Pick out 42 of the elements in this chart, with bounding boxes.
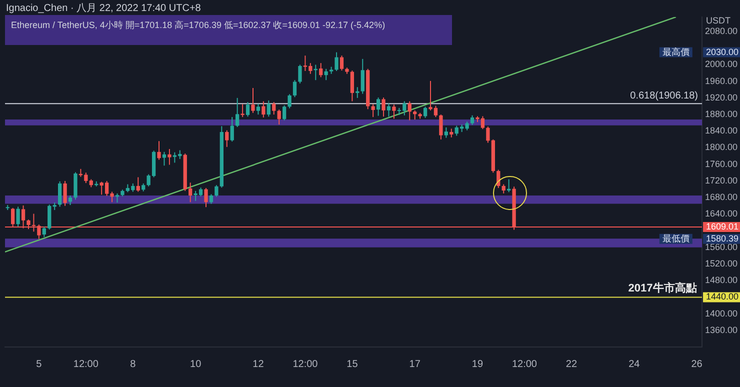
text: 2030.00 [706,46,739,57]
chart-subtitle: Ethereum / TetherUS, 4小時 開=1701.18 高=1706.39 低=1602.37 收=1609.01 -92.17 (-5.42%) [11,20,386,30]
candlestick [240,104,244,118]
y-tick-label: 1680.00 [705,192,738,202]
x-tick-label: 8 [130,358,136,370]
ref-line-label: 0.618(1906.18) [630,90,698,102]
y-tick-label: 1880.00 [705,109,738,120]
y-tick-label: 2000.00 [705,59,738,70]
ref-line-label: 1609.01 [706,222,739,232]
y-tick-label: 2080.00 [705,26,738,36]
x-tick-label: 24 [628,358,640,370]
y-tick-label: 1960.00 [705,76,738,86]
y-axis-title: USDT [706,15,731,26]
y-tick-label: 1720.00 [705,175,738,186]
y-tick-label: 1360.00 [705,324,738,335]
y-tick-label: 1640.00 [705,208,738,219]
y-tick-label: 1840.00 [705,126,738,136]
y-tick-label: 1400.00 [705,308,738,318]
y-tick-label: 1520.00 [705,258,738,268]
y-tick-label: 1560.00 [705,242,738,252]
x-tick-label: 5 [36,358,42,370]
ref-line-label: 1440.00 [706,292,739,302]
x-tick-label: 10 [190,358,202,370]
x-tick-label: 12:00 [292,358,318,370]
x-tick-label: 19 [472,358,484,370]
x-tick-label: 26 [691,358,703,370]
chart-title: Ignacio_Chen · 八月 22, 2022 17:40 UTC+8 [6,2,202,14]
y-tick-label: 1480.00 [705,275,738,286]
annotation: 2017牛市高點 [628,282,697,295]
x-tick-label: 22 [566,358,578,370]
annotation: 最高價 [662,46,690,57]
annotation: 最低價 [662,233,690,244]
header-box: Ethereum / TetherUS, 4小時 開=1701.18 高=1706.39 低=1602.37 收=1609.01 -92.17 (-5.42%) [5,15,452,45]
y-tick-label: 1800.00 [705,142,738,152]
x-tick-label: 15 [346,358,358,370]
x-tick-label: 12:00 [73,358,99,370]
x-tick-label: 17 [409,358,421,370]
x-tick-label: 12:00 [512,358,538,370]
y-tick-label: 1920.00 [705,92,738,102]
y-tick-label: 1760.00 [705,158,738,169]
text: 1580.39 [706,233,739,244]
x-tick-label: 12 [252,358,264,370]
